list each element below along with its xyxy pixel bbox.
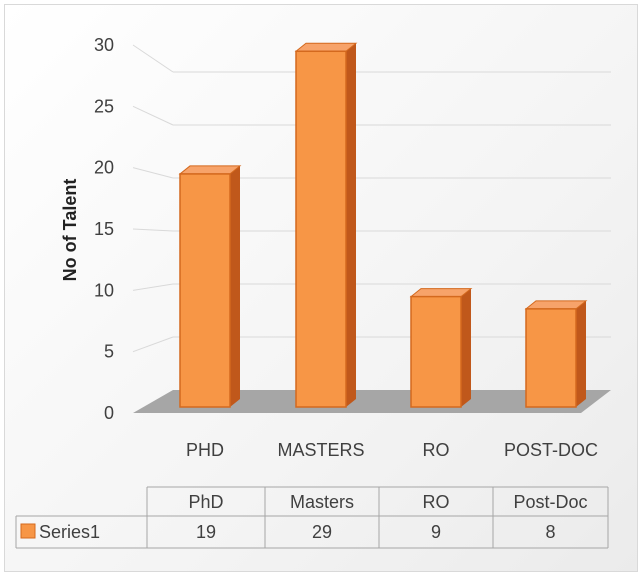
gridline-depth (132, 228, 174, 232)
table-header-cell: Masters (290, 492, 354, 512)
bar-phd (178, 165, 242, 408)
table-header-cell: Post-Doc (513, 492, 587, 512)
table-value-cell: 8 (545, 522, 555, 542)
y-tick-label: 30 (94, 35, 114, 55)
x-tick-label: PHD (186, 440, 224, 460)
chart-floor (133, 390, 611, 413)
bar-side (576, 300, 586, 407)
y-tick-label: 0 (104, 403, 114, 423)
bar-front (179, 173, 231, 408)
table-header-cell: RO (423, 492, 450, 512)
gridline-depth (132, 283, 174, 291)
table-value-cell: 29 (312, 522, 332, 542)
x-tick-label: RO (423, 440, 450, 460)
bar-front (410, 295, 462, 408)
bar-top (524, 300, 588, 310)
y-tick-label: 5 (104, 342, 114, 362)
legend-key (20, 523, 36, 539)
bar-side (346, 43, 356, 408)
bar-post-doc (524, 300, 588, 408)
bar-masters (294, 42, 358, 408)
bar-ro (409, 288, 473, 408)
y-tick-label: 25 (94, 96, 114, 116)
table-value-cell: 9 (431, 522, 441, 542)
bar-top (178, 165, 242, 175)
y-axis-title: No of Talent (60, 179, 80, 282)
series-label: Series1 (39, 522, 100, 542)
gridline-depth (132, 167, 174, 179)
y-tick-label: 20 (94, 158, 114, 178)
bar-front (295, 50, 347, 408)
y-tick-label: 15 (94, 219, 114, 239)
table-value-cell: 19 (196, 522, 216, 542)
bar-front (525, 308, 577, 408)
gridline-depth (132, 105, 174, 126)
x-tick-label: MASTERS (277, 440, 364, 460)
bar-side (461, 288, 471, 407)
gridline-depth (132, 336, 174, 353)
gridline-depth (132, 44, 174, 73)
y-tick-label: 10 (94, 280, 114, 300)
x-tick-label: POST-DOC (504, 440, 598, 460)
bar-top (409, 288, 473, 298)
bar-top (294, 42, 358, 52)
bar-side (230, 165, 240, 407)
table-header-cell: PhD (188, 492, 223, 512)
